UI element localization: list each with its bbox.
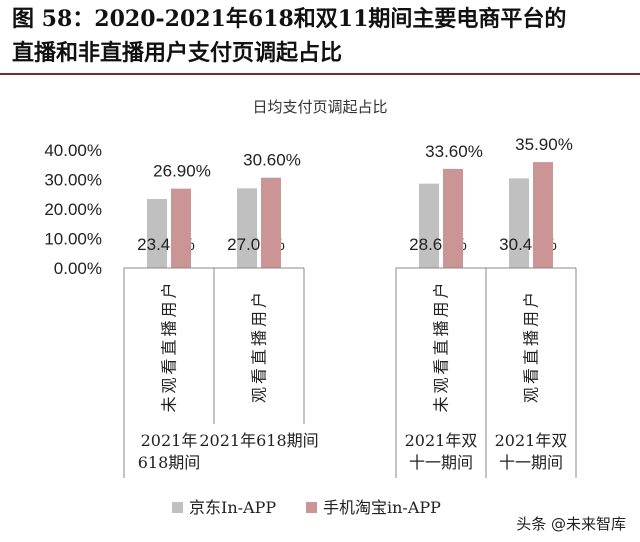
category-label: 观看直播用户 (250, 289, 269, 403)
y-tick-label: 10.00% (44, 230, 102, 249)
data-label-taobao: 35.90% (515, 135, 573, 154)
data-label-taobao: 33.60% (425, 142, 483, 161)
figure-title: 图 58：2020-2021年618和双11期间主要电商平台的 直播和非直播用户… (12, 2, 632, 70)
group-label: 2021年 (141, 431, 198, 450)
chart-title: 日均支付页调起占比 (252, 98, 388, 116)
group-label: 2021年双 (405, 431, 478, 450)
group-label: 2021年618期间 (199, 431, 318, 450)
category-label: 观看直播用户 (522, 289, 541, 403)
y-tick-label: 0.00% (54, 259, 102, 278)
bar-taobao (171, 188, 191, 268)
data-label-taobao: 26.90% (153, 162, 211, 181)
category-label: 未观看直播用户 (432, 279, 451, 412)
y-tick-label: 40.00% (44, 141, 102, 160)
figure-title-line-2: 直播和非直播用户支付页调起占比 (12, 40, 343, 66)
legend-label-taobao: 手机淘宝in-APP (323, 498, 441, 517)
bar-taobao (443, 168, 463, 268)
group-label: 618期间 (138, 453, 201, 472)
legend-label-jd: 京东In-APP (189, 498, 276, 517)
data-label-taobao: 30.60% (243, 151, 301, 170)
legend-swatch-jd (172, 502, 183, 513)
bar-jd (509, 178, 529, 268)
title-rule (0, 73, 640, 75)
group-label: 十一期间 (499, 453, 563, 472)
bar-taobao (533, 162, 553, 268)
group-label: 2021年双 (495, 431, 568, 450)
bar-jd (419, 183, 439, 268)
y-tick-label: 20.00% (44, 200, 102, 219)
category-label: 未观看直播用户 (160, 279, 179, 412)
figure-title-line-1: 图 58：2020-2021年618和双11期间主要电商平台的 (12, 6, 567, 32)
legend-swatch-taobao (306, 502, 317, 513)
group-label: 十一期间 (409, 453, 473, 472)
watermark: 头条 @未来智库 (516, 515, 626, 533)
bar-taobao (261, 177, 281, 268)
y-tick-label: 30.00% (44, 171, 102, 190)
bar-jd (147, 198, 167, 268)
bar-jd (237, 188, 257, 268)
